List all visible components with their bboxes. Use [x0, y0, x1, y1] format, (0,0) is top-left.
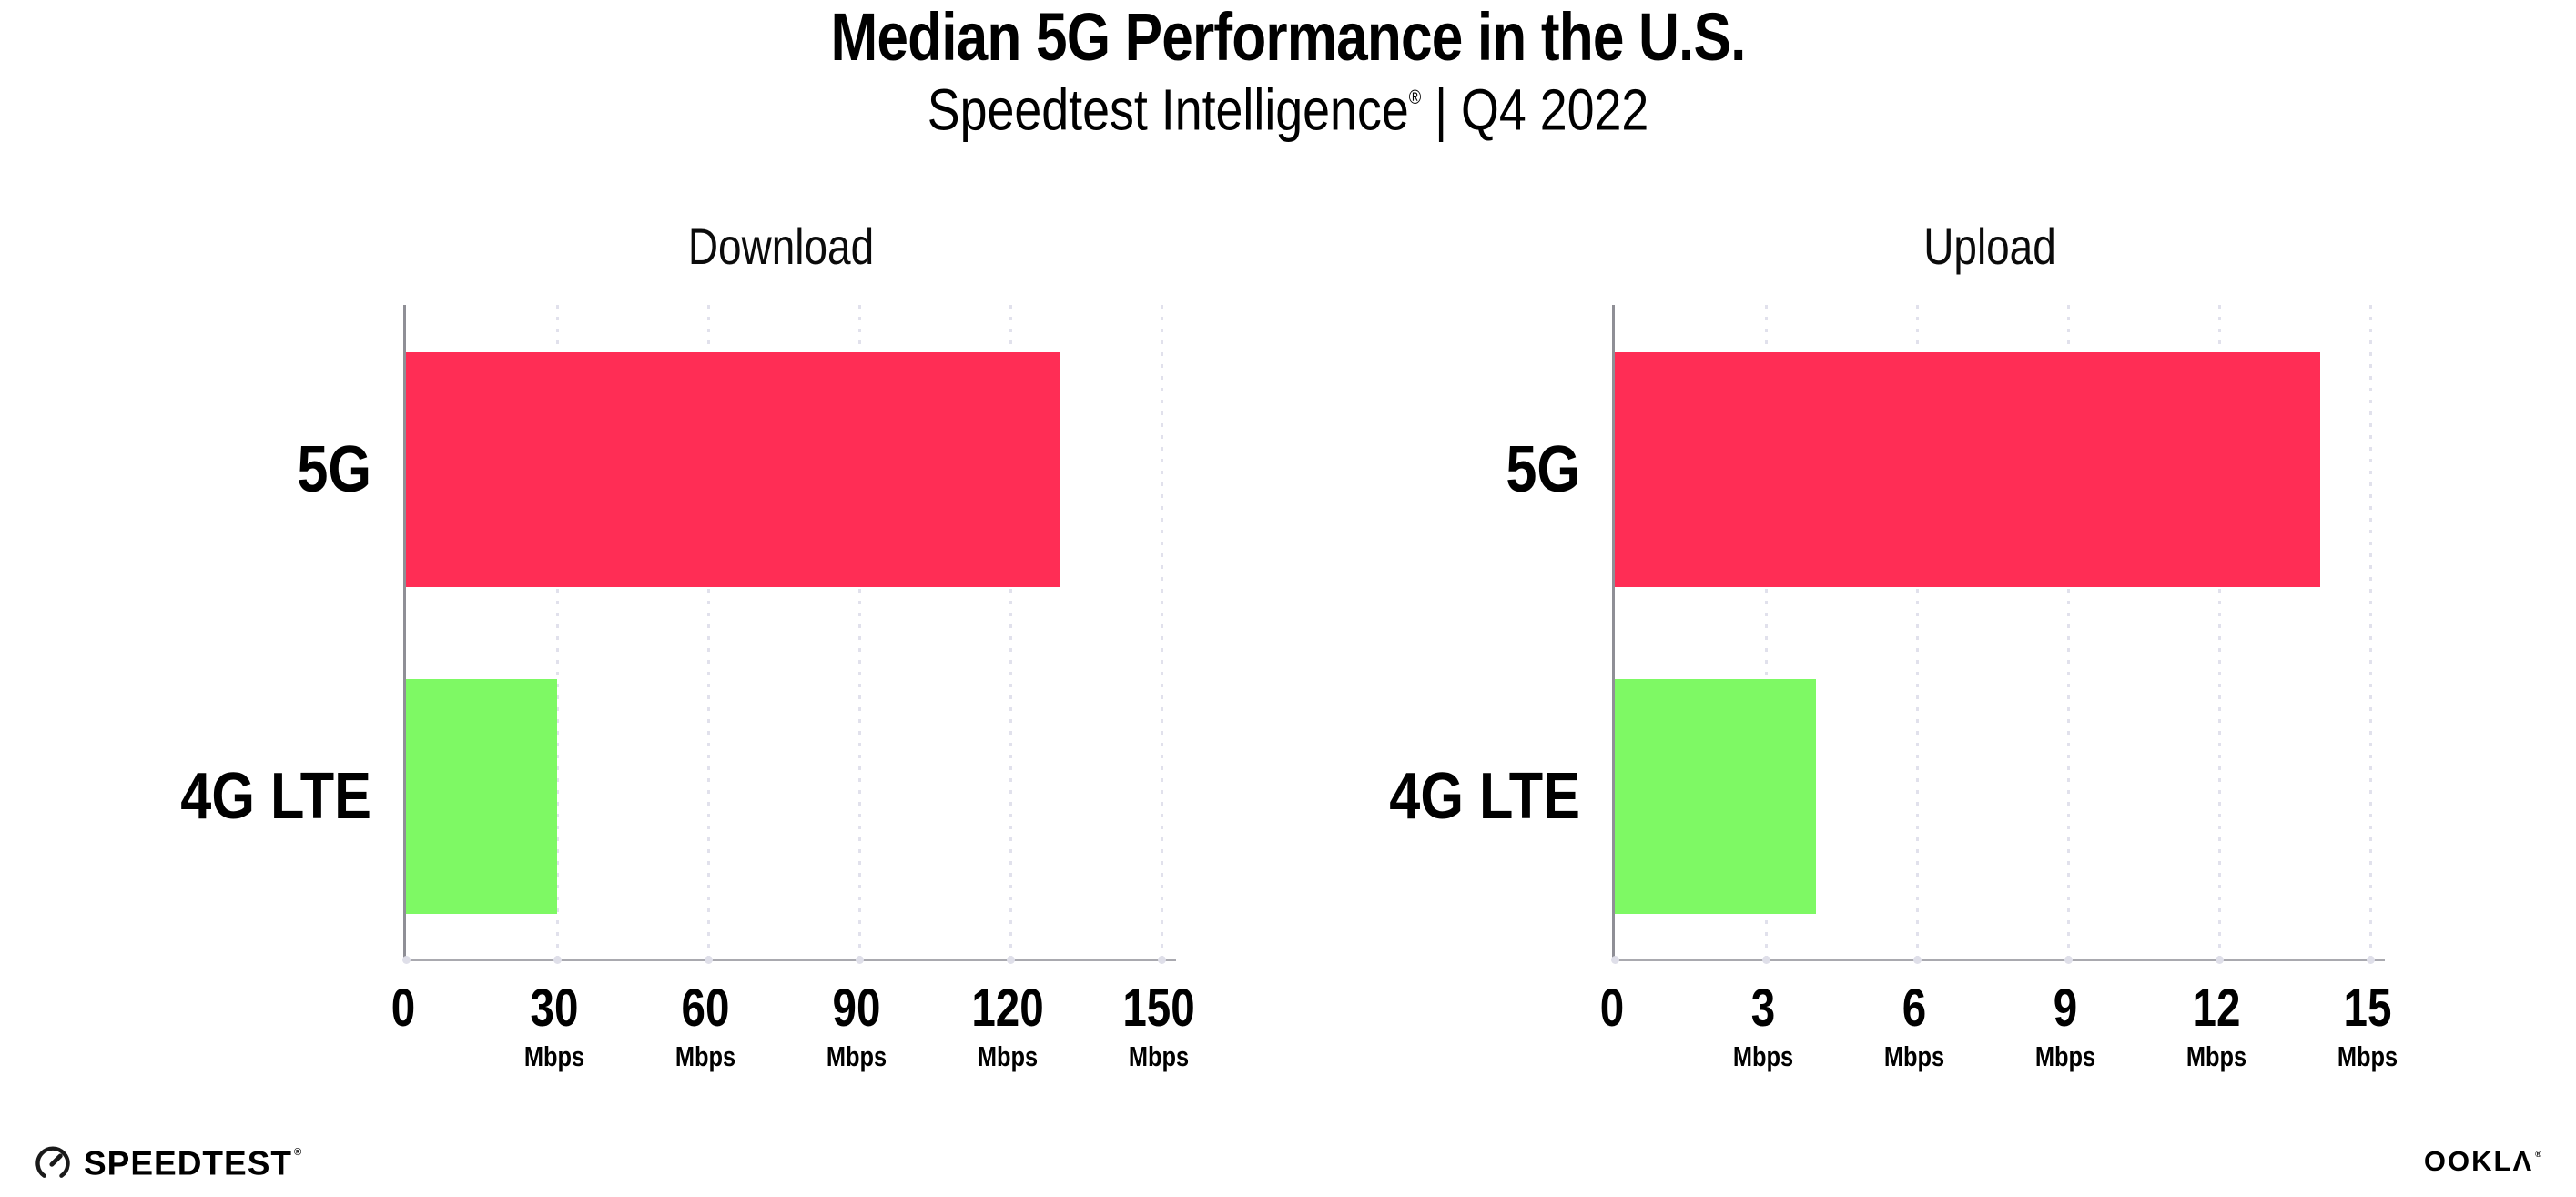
tick-labels: 0 30 Mbps 60 Mbps 90 Mbps 120 Mbps 150 Mbps	[391, 981, 1195, 1109]
tick-number: 0	[390, 979, 416, 1038]
tick-label: 30 Mbps	[487, 981, 622, 1072]
speedtest-logo: SPEEDTEST ®	[33, 1140, 303, 1183]
tick-unit: Mbps	[1883, 1040, 1945, 1072]
category-label-5g: 5G	[297, 433, 371, 506]
gauge-icon	[35, 1146, 70, 1178]
tick-labels: 0 3 Mbps 6 Mbps 9 Mbps 12 Mbps 15 Mbps	[1600, 981, 2398, 1109]
subtitle-brand: Speedtest Intelligence	[927, 76, 1409, 143]
category-labels: 5G 4G LTE	[0, 305, 371, 959]
gridline	[1009, 305, 1012, 959]
plot-area	[402, 305, 1176, 964]
tick-unit: Mbps	[977, 1040, 1039, 1072]
tick-number: 3	[1750, 979, 1776, 1038]
gridline	[707, 305, 710, 959]
plot-area	[1611, 305, 2385, 964]
tick-label: 12 Mbps	[2149, 981, 2284, 1072]
tick-number: 120	[971, 979, 1044, 1038]
tick-dot	[2216, 956, 2224, 964]
tick-label: 90 Mbps	[789, 981, 924, 1072]
tick-number: 9	[2053, 979, 2078, 1038]
page-subtitle: Speedtest Intelligence® | Q4 2022	[206, 73, 2369, 139]
gridline	[858, 305, 861, 959]
tick-dot	[553, 956, 562, 964]
ookla-registered-icon: ®	[2535, 1150, 2543, 1159]
speedtest-label: SPEEDTEST	[84, 1144, 292, 1182]
upload-chart: Upload 5G 4G LTE 0 3 Mbps 6 Mbps 9 Mbps 12 Mbps 15…	[1389, 218, 2398, 1111]
tick-label: 9 Mbps	[1998, 981, 2133, 1072]
tick-unit: Mbps	[523, 1040, 585, 1072]
tick-label: 60 Mbps	[638, 981, 773, 1072]
tick-dot	[1611, 956, 1619, 964]
tick-label: 0	[336, 981, 471, 1036]
gridline	[556, 305, 559, 959]
gridline	[2218, 305, 2221, 959]
tick-unit: Mbps	[1732, 1040, 1794, 1072]
tick-number: 60	[681, 979, 730, 1038]
category-label-5g: 5G	[1506, 433, 1580, 506]
tick-dot	[2064, 956, 2073, 964]
chart-title: Upload	[1923, 218, 2056, 275]
tick-dot	[856, 956, 864, 964]
registered-trademark-icon: ®	[1408, 86, 1422, 108]
bar-4g-lte	[1615, 679, 1817, 914]
speedtest-wordmark: SPEEDTEST ®	[84, 1140, 303, 1183]
gridline	[1161, 305, 1163, 959]
gridline	[2067, 305, 2070, 959]
tick-number: 12	[2192, 979, 2241, 1038]
tick-number: 15	[2343, 979, 2392, 1038]
page-title: Median 5G Performance in the U.S.	[830, 0, 1746, 75]
tick-dot	[1007, 956, 1015, 964]
bar-5g	[406, 352, 1061, 587]
tick-unit: Mbps	[2034, 1040, 2096, 1072]
tick-number: 150	[1122, 979, 1195, 1038]
category-label-4g-lte: 4G LTE	[180, 760, 371, 833]
tick-label: 15 Mbps	[2300, 981, 2435, 1072]
tick-dot	[705, 956, 713, 964]
gridline	[2369, 305, 2372, 959]
ookla-logo: OOKLΛ ®	[2424, 1143, 2541, 1180]
tick-unit: Mbps	[674, 1040, 736, 1072]
tick-dot	[402, 956, 411, 964]
category-label-4g-lte: 4G LTE	[1389, 760, 1580, 833]
speedtest-registered-icon: ®	[294, 1146, 303, 1158]
bar-4g-lte	[406, 679, 557, 914]
tick-dot	[1762, 956, 1770, 964]
tick-label: 0	[1545, 981, 1679, 1036]
subtitle-quarter: | Q4 2022	[1421, 76, 1649, 143]
tick-unit: Mbps	[2186, 1040, 2247, 1072]
tick-label: 150 Mbps	[1091, 981, 1226, 1072]
tick-number: 0	[1599, 979, 1625, 1038]
gridline	[1765, 305, 1768, 959]
category-labels: 5G 4G LTE	[1180, 305, 1580, 959]
tick-dot	[2367, 956, 2375, 964]
tick-dot	[1913, 956, 1922, 964]
ookla-label: OOKLΛ	[2423, 1145, 2534, 1177]
gridline	[1916, 305, 1919, 959]
tick-number: 90	[832, 979, 881, 1038]
bar-5g	[1615, 352, 2320, 587]
tick-unit: Mbps	[2337, 1040, 2399, 1072]
tick-unit: Mbps	[1128, 1040, 1190, 1072]
tick-dot	[1158, 956, 1166, 964]
chart-title: Download	[687, 218, 875, 275]
tick-unit: Mbps	[826, 1040, 887, 1072]
tick-label: 6 Mbps	[1847, 981, 1982, 1072]
download-chart: Download 5G 4G LTE 0 30 Mbps 60 Mbps 90 Mbps 120…	[180, 218, 1195, 1111]
tick-label: 120 Mbps	[940, 981, 1075, 1072]
tick-number: 6	[1902, 979, 1927, 1038]
tick-label: 3 Mbps	[1696, 981, 1831, 1072]
tick-number: 30	[530, 979, 579, 1038]
